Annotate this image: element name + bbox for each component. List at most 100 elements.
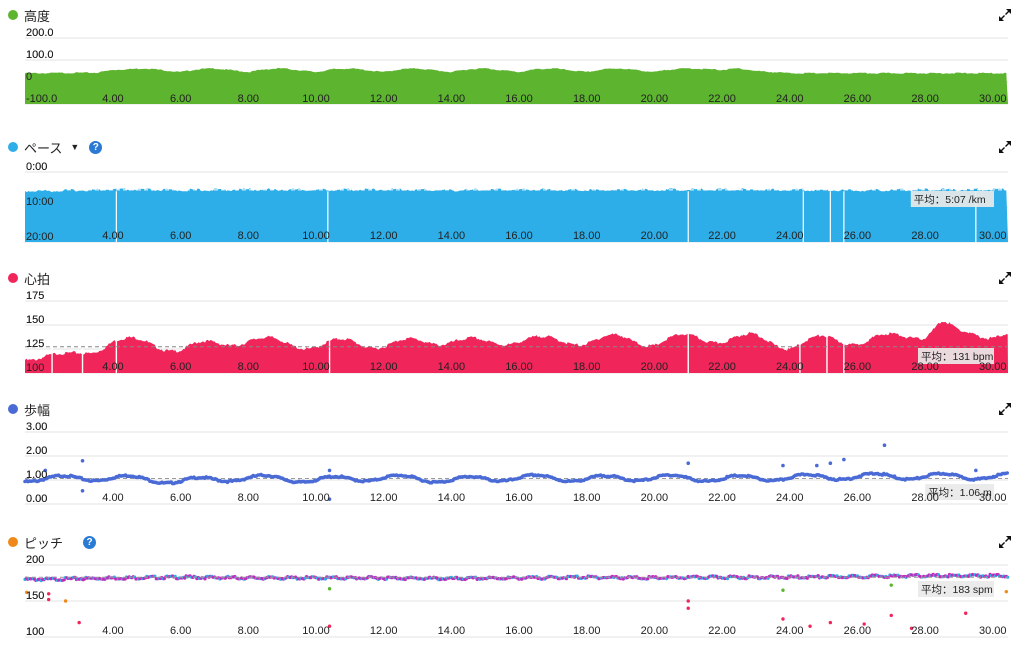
cadence-legend-dot bbox=[8, 537, 18, 547]
y-tick-label: 150 bbox=[26, 314, 44, 326]
x-tick-label: 4.00 bbox=[102, 230, 123, 242]
x-tick-label: 24.00 bbox=[776, 93, 804, 105]
y-tick-label: 0 bbox=[26, 71, 32, 83]
stride-outlier bbox=[974, 468, 978, 473]
x-tick-label: 14.00 bbox=[438, 492, 466, 504]
y-tick-label: 10:00 bbox=[26, 196, 54, 208]
x-tick-label: 6.00 bbox=[170, 93, 191, 105]
stride-outlier bbox=[815, 463, 819, 468]
x-tick-label: 18.00 bbox=[573, 93, 601, 105]
stride-title: 歩幅 bbox=[8, 400, 50, 418]
x-tick-label: 24.00 bbox=[776, 492, 804, 504]
y-tick-label: 2.00 bbox=[26, 445, 47, 457]
cadence-outlier bbox=[686, 599, 690, 603]
cadence-outlier bbox=[327, 587, 332, 591]
y-tick-label: 200.0 bbox=[26, 27, 54, 39]
y-tick-label: 1.00 bbox=[26, 469, 47, 481]
x-tick-label: 22.00 bbox=[708, 492, 736, 504]
stride-outlier bbox=[80, 459, 85, 463]
stride-title-label: 歩幅 bbox=[24, 402, 51, 418]
y-tick-label: 175 bbox=[26, 290, 44, 302]
cadence-outlier bbox=[808, 624, 812, 628]
cadence-outlier bbox=[781, 588, 785, 592]
x-tick-label: 24.00 bbox=[776, 361, 804, 373]
altitude-title: 高度 bbox=[8, 6, 50, 24]
x-tick-label: 16.00 bbox=[505, 361, 533, 373]
expand-icon[interactable] bbox=[998, 8, 1012, 22]
x-tick-label: 28.00 bbox=[911, 625, 939, 637]
cadence-outlier bbox=[24, 590, 29, 595]
x-tick-label: 6.00 bbox=[170, 492, 191, 504]
x-tick-label: 18.00 bbox=[573, 492, 601, 504]
y-tick-label: 150 bbox=[26, 590, 44, 602]
y-tick-label: 1.00 bbox=[26, 469, 47, 481]
cadence-point bbox=[805, 576, 809, 580]
y-tick-label: 100 bbox=[26, 626, 44, 638]
x-tick-label: 10.00 bbox=[302, 93, 330, 105]
stride-outlier bbox=[686, 461, 691, 465]
altitude-title-label: 高度 bbox=[24, 8, 51, 24]
x-tick-label: 8.00 bbox=[238, 230, 259, 242]
x-tick-label: 22.00 bbox=[708, 93, 736, 105]
x-tick-label: 24.00 bbox=[776, 230, 804, 242]
x-tick-label: 4.00 bbox=[102, 492, 123, 504]
y-tick-label: 3.00 bbox=[26, 421, 47, 433]
x-tick-label: 16.00 bbox=[505, 230, 533, 242]
average-label-bg bbox=[918, 348, 994, 364]
cadence-title: ピッチ ? bbox=[8, 533, 97, 551]
y-tick-label: 150 bbox=[26, 314, 44, 326]
x-tick-label: 8.00 bbox=[238, 625, 259, 637]
x-tick-label: 6.00 bbox=[170, 625, 191, 637]
cadence-outlier bbox=[889, 583, 893, 587]
cadence-point bbox=[564, 577, 569, 581]
dropdown-caret-icon[interactable]: ▼ bbox=[70, 142, 80, 152]
stride-outlier bbox=[781, 463, 785, 468]
y-tick-label: 20:00 bbox=[26, 231, 54, 243]
cadence-outlier bbox=[909, 626, 914, 631]
altitude-legend-dot bbox=[8, 10, 18, 20]
help-icon[interactable]: ? bbox=[89, 140, 103, 154]
expand-icon[interactable] bbox=[998, 271, 1012, 285]
average-label-bg bbox=[918, 581, 994, 597]
x-tick-label: 30.00 bbox=[979, 230, 1007, 242]
expand-icon[interactable] bbox=[998, 402, 1012, 416]
y-tick-label: 2.00 bbox=[26, 445, 47, 457]
x-tick-label: 26.00 bbox=[844, 361, 872, 373]
cadence-point bbox=[946, 575, 950, 579]
average-label-bg bbox=[910, 191, 994, 207]
x-tick-label: 14.00 bbox=[438, 93, 466, 105]
x-tick-label: 10.00 bbox=[302, 625, 330, 637]
cadence-outlier bbox=[964, 611, 968, 615]
y-tick-label: 100.0 bbox=[26, 49, 54, 61]
pace-title-label: ペース bbox=[24, 140, 63, 156]
help-icon[interactable]: ? bbox=[83, 535, 97, 549]
altitude-area bbox=[25, 67, 1008, 104]
stride-outlier bbox=[327, 468, 332, 473]
heart-area bbox=[25, 321, 1008, 373]
x-tick-label: 16.00 bbox=[505, 625, 533, 637]
x-tick-label: 4.00 bbox=[102, 361, 123, 373]
altitude-panel: 高度 200.0100.00-100.0200.0100.00-100.04.0… bbox=[0, 6, 1024, 116]
heart-legend-dot bbox=[8, 273, 18, 283]
stride-point bbox=[1005, 471, 1009, 475]
x-tick-label: 30.00 bbox=[979, 93, 1007, 105]
x-tick-label: 24.00 bbox=[776, 625, 804, 637]
expand-icon[interactable] bbox=[998, 140, 1012, 154]
x-tick-label: 8.00 bbox=[238, 361, 259, 373]
stride-outlier bbox=[80, 489, 85, 493]
cadence-outlier bbox=[686, 606, 690, 610]
x-tick-label: 12.00 bbox=[370, 361, 398, 373]
x-tick-label: 30.00 bbox=[979, 625, 1007, 637]
x-tick-label: 6.00 bbox=[170, 361, 191, 373]
x-tick-label: 28.00 bbox=[911, 93, 939, 105]
x-tick-label: 26.00 bbox=[844, 93, 872, 105]
x-tick-label: 26.00 bbox=[844, 230, 872, 242]
cadence-panel: ピッチ ? 200 150 100 200 150 100 平均：183 spm 4.00 6.… bbox=[0, 533, 1024, 648]
y-tick-label: 0.00 bbox=[26, 493, 47, 505]
y-tick-label: 0:00 bbox=[26, 161, 47, 173]
x-tick-label: 18.00 bbox=[573, 625, 601, 637]
expand-icon[interactable] bbox=[998, 535, 1012, 549]
x-tick-label: 14.00 bbox=[438, 625, 466, 637]
